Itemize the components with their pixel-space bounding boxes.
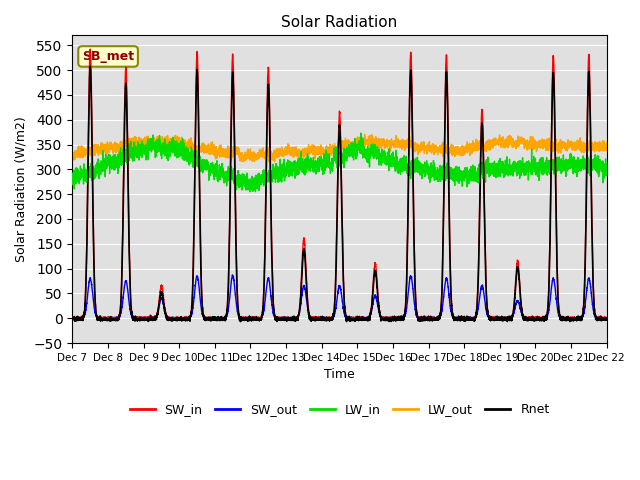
LW_in — [416, 159, 424, 165]
SW_in — [467, 315, 475, 321]
Rnet — [68, 317, 76, 323]
LW_out — [273, 148, 280, 154]
Rnet — [273, 315, 280, 321]
SW_out — [389, 315, 397, 321]
SW_out — [228, 272, 236, 278]
LW_in — [389, 149, 397, 155]
Rnet — [389, 315, 397, 321]
X-axis label: Time: Time — [324, 368, 355, 381]
LW_in — [166, 150, 173, 156]
LW_in — [68, 174, 76, 180]
LW_out — [361, 132, 369, 137]
SW_in — [244, 318, 252, 324]
SW_out — [467, 316, 475, 322]
Rnet — [508, 315, 516, 321]
LW_in — [603, 166, 611, 171]
Title: Solar Radiation: Solar Radiation — [282, 15, 397, 30]
LW_out — [240, 159, 248, 165]
Y-axis label: Solar Radiation (W/m2): Solar Radiation (W/m2) — [15, 116, 28, 262]
LW_out — [416, 144, 424, 149]
SW_in — [273, 315, 280, 321]
Text: SB_met: SB_met — [82, 50, 134, 63]
Rnet — [416, 318, 424, 324]
SW_out — [416, 315, 424, 321]
Rnet — [86, 63, 94, 69]
SW_out — [603, 315, 611, 321]
Line: LW_in: LW_in — [72, 133, 607, 192]
LW_out — [603, 139, 611, 145]
LW_in — [357, 130, 365, 136]
LW_in — [273, 168, 280, 174]
Line: Rnet: Rnet — [72, 66, 607, 322]
LW_in — [252, 189, 259, 194]
SW_in — [508, 314, 516, 320]
SW_in — [603, 316, 611, 322]
SW_in — [166, 315, 173, 321]
LW_out — [508, 136, 516, 142]
Rnet — [467, 316, 475, 322]
SW_out — [508, 315, 516, 321]
Rnet — [166, 317, 173, 323]
Line: SW_out: SW_out — [72, 275, 607, 319]
SW_in — [416, 315, 424, 321]
SW_in — [68, 316, 76, 322]
LW_out — [467, 146, 475, 152]
SW_in — [389, 316, 397, 322]
SW_out — [273, 314, 280, 320]
LW_in — [508, 166, 516, 172]
SW_in — [86, 47, 94, 52]
Rnet — [342, 319, 350, 324]
Legend: SW_in, SW_out, LW_in, LW_out, Rnet: SW_in, SW_out, LW_in, LW_out, Rnet — [125, 398, 554, 421]
SW_out — [72, 316, 79, 322]
LW_out — [166, 140, 173, 145]
LW_in — [467, 168, 475, 174]
Rnet — [603, 317, 611, 323]
SW_out — [166, 315, 173, 321]
LW_out — [389, 141, 397, 147]
Line: LW_out: LW_out — [72, 134, 607, 162]
LW_out — [68, 149, 76, 155]
SW_out — [68, 315, 76, 321]
Line: SW_in: SW_in — [72, 49, 607, 321]
